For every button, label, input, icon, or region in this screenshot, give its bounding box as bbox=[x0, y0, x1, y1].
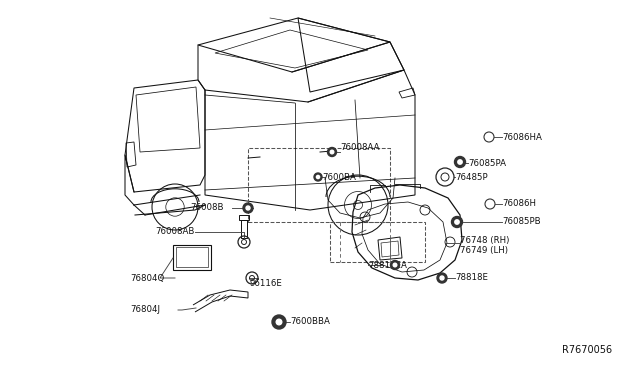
Circle shape bbox=[246, 206, 250, 210]
Bar bbox=[173, 245, 211, 270]
Circle shape bbox=[393, 263, 397, 267]
Text: 7600BA: 7600BA bbox=[322, 173, 356, 182]
Text: R7670056: R7670056 bbox=[562, 345, 612, 355]
Circle shape bbox=[390, 260, 399, 269]
Text: 76749 (LH): 76749 (LH) bbox=[460, 246, 508, 254]
Circle shape bbox=[440, 276, 444, 280]
Circle shape bbox=[316, 176, 319, 179]
Text: 76748 (RH): 76748 (RH) bbox=[460, 235, 509, 244]
Bar bbox=[241, 220, 247, 238]
Text: 76085PA: 76085PA bbox=[468, 158, 506, 167]
Text: 7600BBA: 7600BBA bbox=[290, 317, 330, 327]
Text: 76485P: 76485P bbox=[455, 173, 488, 182]
Circle shape bbox=[328, 148, 337, 157]
Circle shape bbox=[455, 220, 460, 224]
Text: 78818EA: 78818EA bbox=[368, 260, 407, 269]
Circle shape bbox=[454, 157, 465, 167]
Text: 96116E: 96116E bbox=[249, 279, 282, 288]
Circle shape bbox=[276, 319, 282, 325]
Circle shape bbox=[330, 150, 334, 154]
Circle shape bbox=[243, 203, 253, 213]
Circle shape bbox=[272, 315, 286, 329]
Text: 76804J: 76804J bbox=[130, 305, 160, 314]
Bar bbox=[330, 222, 425, 262]
Circle shape bbox=[451, 217, 463, 228]
Bar bbox=[239, 215, 249, 220]
Text: 76085PB: 76085PB bbox=[502, 218, 541, 227]
Circle shape bbox=[437, 273, 447, 283]
Bar bbox=[176, 247, 208, 267]
Text: 76008B: 76008B bbox=[190, 203, 223, 212]
Circle shape bbox=[458, 160, 462, 164]
Text: 76008AB: 76008AB bbox=[155, 228, 195, 237]
Bar bbox=[248, 148, 390, 222]
Circle shape bbox=[314, 173, 322, 181]
Text: 78818E: 78818E bbox=[455, 273, 488, 282]
Text: 76086HA: 76086HA bbox=[502, 132, 542, 141]
Text: 76086H: 76086H bbox=[502, 199, 536, 208]
Text: 76804Q: 76804Q bbox=[130, 273, 164, 282]
Text: 76008AA: 76008AA bbox=[340, 144, 380, 153]
